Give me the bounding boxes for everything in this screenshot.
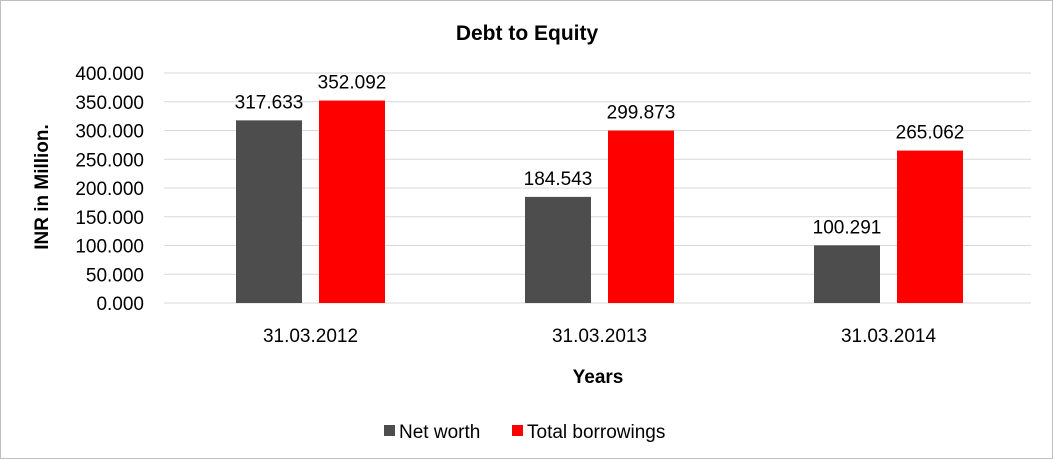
bars [236,100,963,304]
x-axis-title: Years [573,367,624,388]
data-labels: 317.633 352.092 184.543 299.873 100.291 265.0… [235,73,965,239]
bar-net-worth [236,120,302,303]
y-axis-ticks: 0.000 50.000 100.000 150.000 200.000 250.000 3… [75,64,144,315]
y-tick-label: 400.000 [75,64,144,85]
y-tick-label: 300.000 [75,122,144,143]
bar-net-worth [525,196,591,303]
legend-swatch [512,425,523,436]
bar-total-borrowings [319,100,385,304]
y-tick-label: 0.000 [96,294,144,315]
legend-label: Total borrowings [527,422,665,443]
chart-title: Debt to Equity [456,22,599,45]
legend: Net worth Total borrowings [384,422,665,443]
x-tick-label: 31.03.2012 [263,326,358,347]
bar-net-worth [814,245,880,303]
y-tick-label: 100.000 [75,237,144,258]
data-label: 184.543 [524,169,593,190]
data-label: 100.291 [813,217,882,238]
data-label: 352.092 [318,73,387,94]
y-axis-title: INR in Million. [32,124,53,250]
data-label: 299.873 [607,103,676,124]
bar-total-borrowings [608,130,674,303]
bar-total-borrowings [897,150,963,303]
y-tick-label: 50.000 [86,265,144,286]
legend-swatch [384,425,395,436]
x-tick-label: 31.03.2013 [552,326,647,347]
gridlines [164,72,1031,304]
x-axis-ticks: 31.03.2012 31.03.2013 31.03.2014 [263,326,937,347]
y-tick-label: 350.000 [75,93,144,114]
y-tick-label: 200.000 [75,179,144,200]
y-tick-label: 250.000 [75,150,144,171]
y-tick-label: 150.000 [75,208,144,229]
x-tick-label: 31.03.2014 [841,326,937,347]
data-label: 317.633 [235,92,304,113]
legend-label: Net worth [399,422,480,443]
data-label: 265.062 [896,123,965,144]
